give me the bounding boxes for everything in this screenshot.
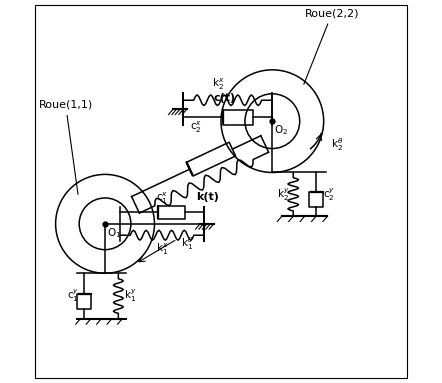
Text: k(t): k(t)	[196, 192, 219, 202]
Text: c$_2^y$: c$_2^y$	[323, 186, 335, 203]
Text: c$_2^x$: c$_2^x$	[190, 119, 202, 135]
Text: k$_2^{\theta}$: k$_2^{\theta}$	[331, 136, 344, 153]
Text: k$_1^x$: k$_1^x$	[156, 242, 168, 257]
Text: c$_1^x$: c$_1^x$	[156, 190, 168, 206]
Text: k$_1^{\theta}$: k$_1^{\theta}$	[181, 235, 194, 252]
Text: k$_1^y$: k$_1^y$	[124, 288, 136, 304]
Text: c$_1^y$: c$_1^y$	[67, 288, 79, 304]
Text: O$_2$: O$_2$	[274, 123, 288, 137]
Text: Roue(1,1): Roue(1,1)	[38, 100, 93, 195]
Text: k$_2^y$: k$_2^y$	[277, 186, 290, 203]
Text: O$_1$: O$_1$	[107, 226, 121, 239]
Text: k$_2^x$: k$_2^x$	[213, 77, 225, 92]
Text: c(t): c(t)	[213, 93, 236, 103]
Text: Roue(2,2): Roue(2,2)	[304, 8, 359, 84]
